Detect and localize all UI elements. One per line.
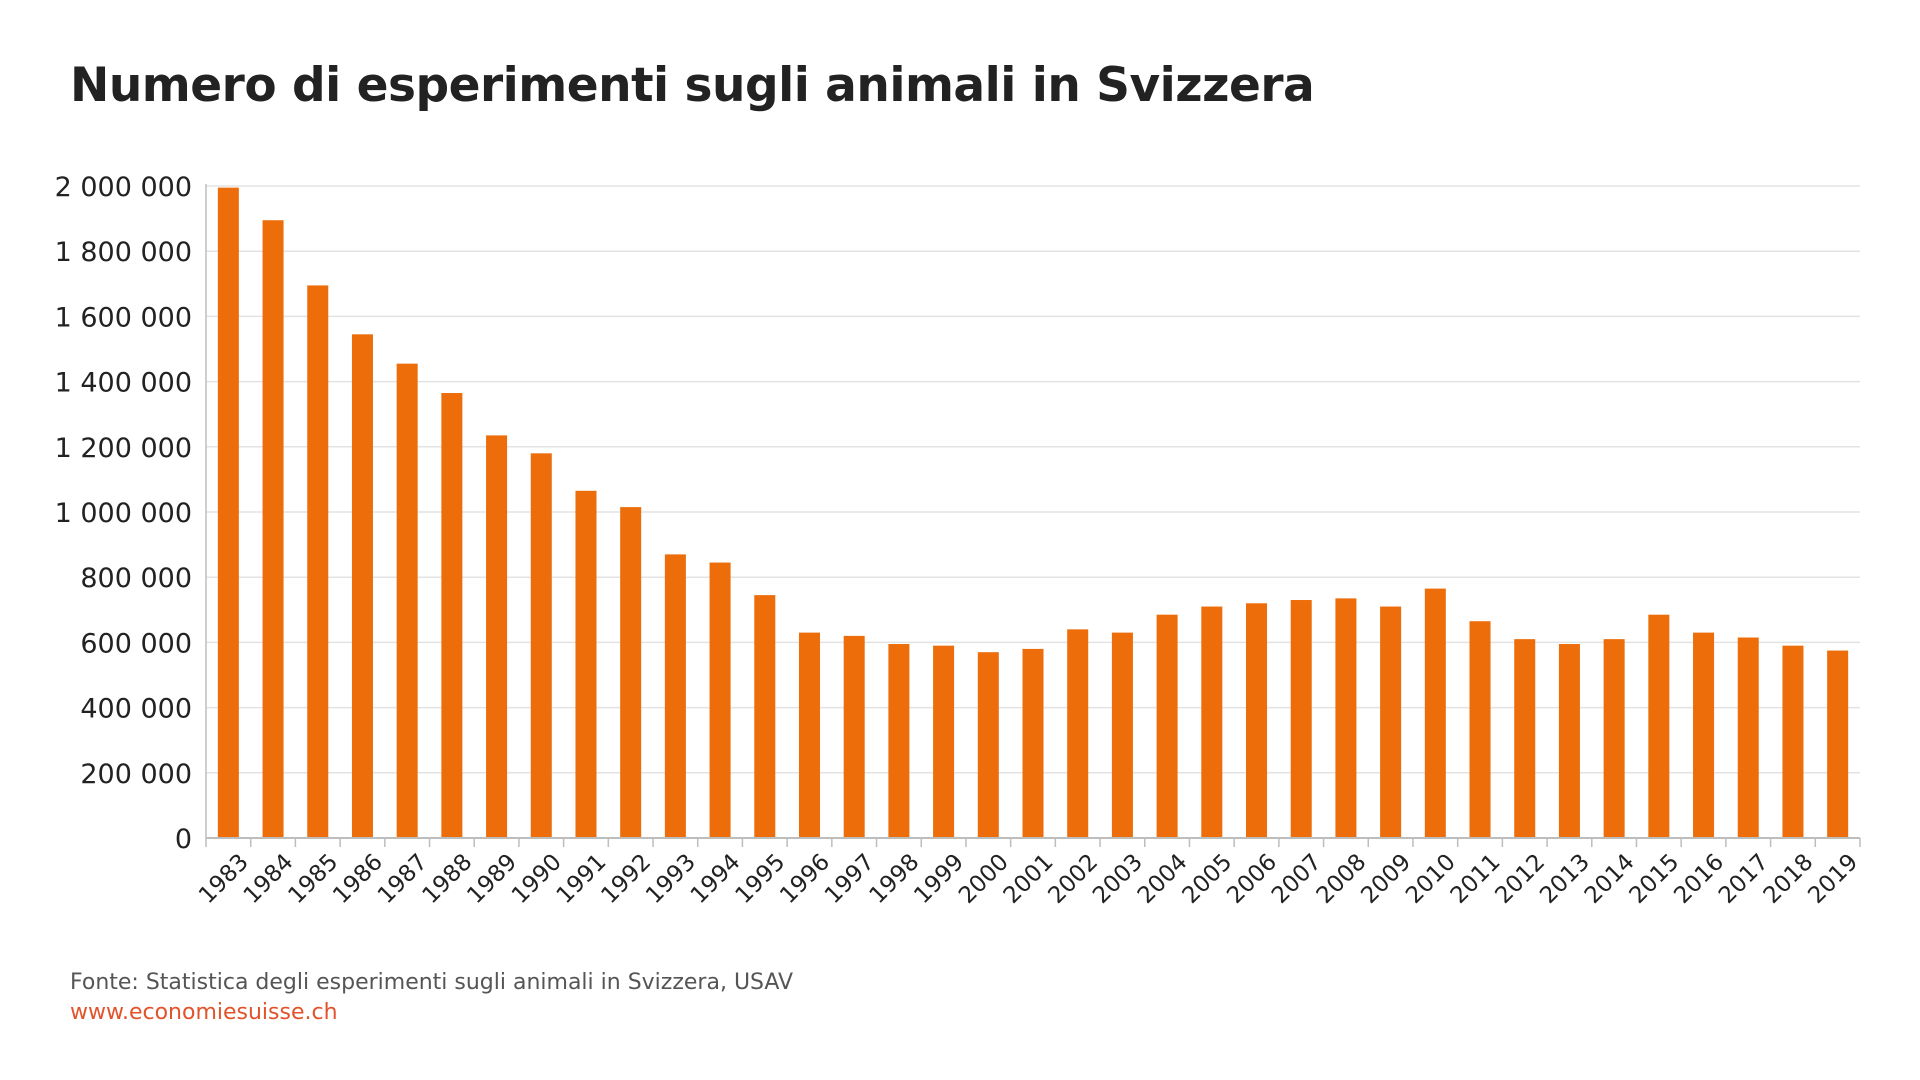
bar-2011 bbox=[1469, 621, 1491, 838]
bar-2002 bbox=[1067, 629, 1089, 838]
x-tick-label: 2010 bbox=[1401, 849, 1461, 909]
x-tick-label: 1994 bbox=[686, 849, 746, 909]
bar-1987 bbox=[396, 363, 418, 838]
bar-2007 bbox=[1290, 600, 1312, 838]
x-tick-label: 2017 bbox=[1714, 849, 1774, 909]
bar-2008 bbox=[1335, 598, 1357, 838]
bar-2013 bbox=[1558, 644, 1580, 838]
bar-2003 bbox=[1111, 632, 1133, 838]
y-tick-label: 1 800 000 bbox=[55, 237, 192, 268]
bar-2006 bbox=[1246, 603, 1268, 838]
x-tick-label: 2009 bbox=[1356, 849, 1416, 909]
bar-2017 bbox=[1737, 637, 1759, 838]
x-axis bbox=[205, 184, 1861, 847]
x-tick-label: 1998 bbox=[865, 849, 925, 909]
bar-2010 bbox=[1424, 588, 1446, 838]
x-tick-label: 2015 bbox=[1625, 849, 1685, 909]
x-tick-label: 1988 bbox=[418, 849, 478, 909]
source-note: Fonte: Statistica degli esperimenti sugl… bbox=[70, 970, 794, 995]
x-tick-label: 1986 bbox=[328, 849, 388, 909]
y-tick-label: 0 bbox=[175, 824, 192, 855]
x-tick-label: 2004 bbox=[1133, 849, 1193, 909]
y-tick-label: 2 000 000 bbox=[55, 172, 192, 203]
x-tick-label: 2003 bbox=[1088, 849, 1148, 909]
bar-2001 bbox=[1022, 648, 1044, 838]
x-tick-label: 2019 bbox=[1803, 849, 1863, 909]
bar-2009 bbox=[1380, 606, 1402, 838]
x-tick-label: 2013 bbox=[1535, 849, 1595, 909]
x-tick-label: 1995 bbox=[731, 849, 791, 909]
x-axis-tick-labels: 1983198419851986198719881989199019911992… bbox=[194, 849, 1863, 909]
x-tick-label: 2001 bbox=[999, 849, 1059, 909]
bar-2019 bbox=[1827, 650, 1849, 838]
bar-1989 bbox=[486, 435, 508, 838]
y-tick-label: 1 000 000 bbox=[55, 498, 192, 529]
x-tick-label: 1987 bbox=[373, 849, 433, 909]
chart-title: Numero di esperimenti sugli animali in S… bbox=[70, 58, 1315, 113]
bar-1990 bbox=[530, 453, 552, 838]
x-tick-label: 2000 bbox=[954, 849, 1014, 909]
x-tick-label: 1989 bbox=[462, 849, 522, 909]
x-tick-label: 1990 bbox=[507, 849, 567, 909]
bar-2015 bbox=[1648, 614, 1670, 838]
x-tick-label: 1999 bbox=[909, 849, 969, 909]
x-tick-label: 2002 bbox=[1043, 849, 1103, 909]
x-tick-label: 1983 bbox=[194, 849, 254, 909]
y-tick-label: 800 000 bbox=[80, 563, 192, 594]
x-tick-label: 1985 bbox=[284, 849, 344, 909]
source-link[interactable]: www.economiesuisse.ch bbox=[70, 1000, 338, 1025]
bar-1997 bbox=[843, 635, 865, 838]
bar-1983 bbox=[217, 187, 239, 838]
x-tick-label: 2011 bbox=[1446, 849, 1506, 909]
x-tick-label: 1984 bbox=[239, 849, 299, 909]
bar-1996 bbox=[798, 632, 820, 838]
x-tick-label: 1996 bbox=[775, 849, 835, 909]
bar-2004 bbox=[1156, 614, 1178, 838]
bar-1984 bbox=[262, 220, 284, 839]
bar-1992 bbox=[620, 507, 642, 838]
y-tick-label: 600 000 bbox=[80, 628, 192, 659]
x-tick-label: 1997 bbox=[820, 849, 880, 909]
x-tick-label: 1992 bbox=[596, 849, 656, 909]
x-tick-label: 2018 bbox=[1759, 849, 1819, 909]
bar-2016 bbox=[1693, 632, 1715, 838]
bar-2012 bbox=[1514, 639, 1536, 838]
bar-1993 bbox=[664, 554, 686, 838]
y-tick-label: 1 400 000 bbox=[55, 368, 192, 399]
footer: Fonte: Statistica degli esperimenti sugl… bbox=[70, 968, 793, 1028]
x-tick-label: 2008 bbox=[1312, 849, 1372, 909]
y-tick-label: 200 000 bbox=[80, 759, 192, 790]
bars bbox=[217, 187, 1849, 839]
bar-1998 bbox=[888, 644, 910, 838]
bar-2014 bbox=[1603, 639, 1625, 838]
bar-2005 bbox=[1201, 606, 1223, 838]
x-tick-label: 2016 bbox=[1669, 849, 1729, 909]
y-axis-tick-labels: 0 200 000 400 000 600 000 800 000 1 000 000 1 … bbox=[55, 172, 192, 855]
y-tick-label: 400 000 bbox=[80, 694, 192, 725]
bar-1985 bbox=[307, 285, 329, 838]
bar-2000 bbox=[977, 652, 999, 838]
bar-1991 bbox=[575, 490, 597, 838]
bar-1995 bbox=[754, 595, 776, 838]
x-tick-label: 2005 bbox=[1178, 849, 1238, 909]
bar-1999 bbox=[933, 645, 955, 838]
x-tick-label: 2014 bbox=[1580, 849, 1640, 909]
x-tick-label: 2012 bbox=[1491, 849, 1551, 909]
bar-2018 bbox=[1782, 645, 1804, 838]
x-tick-label: 1991 bbox=[552, 849, 612, 909]
y-tick-label: 1 200 000 bbox=[55, 433, 192, 464]
x-tick-label: 2006 bbox=[1222, 849, 1282, 909]
bar-1988 bbox=[441, 393, 463, 838]
y-tick-label: 1 600 000 bbox=[55, 302, 192, 333]
x-tick-label: 1993 bbox=[641, 849, 701, 909]
x-tick-label: 2007 bbox=[1267, 849, 1327, 909]
bar-1994 bbox=[709, 562, 731, 838]
bar-1986 bbox=[351, 334, 373, 838]
